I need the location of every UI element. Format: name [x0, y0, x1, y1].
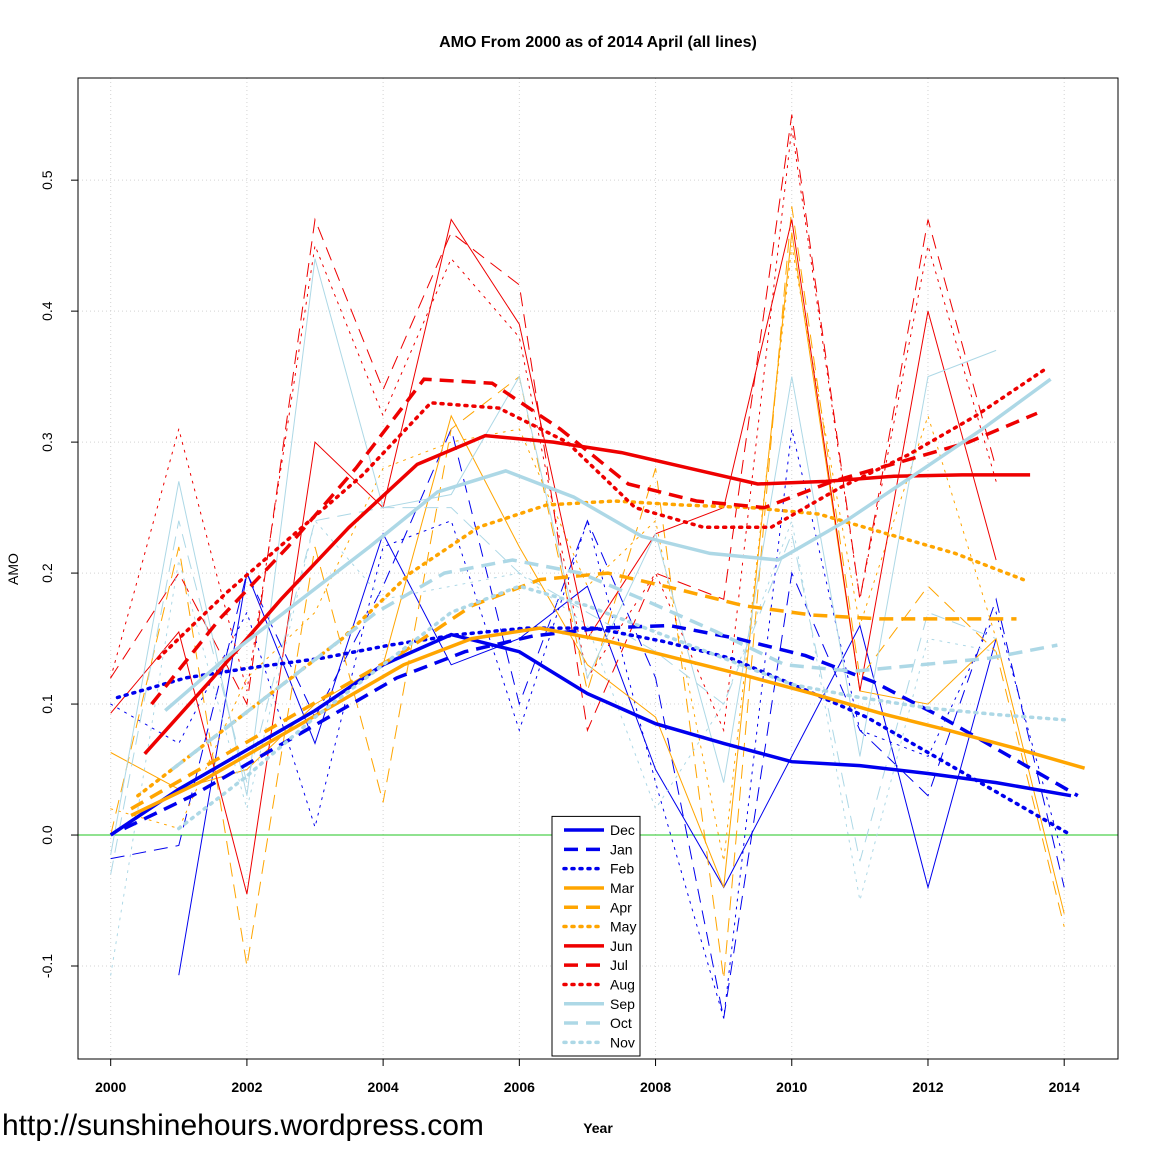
legend-label: Feb — [610, 861, 634, 877]
x-tick-label: 2004 — [368, 1079, 399, 1095]
plot-frame — [77, 77, 1119, 1060]
x-tick-label: 2012 — [912, 1079, 943, 1095]
legend-label: Dec — [610, 822, 635, 838]
x-axis-label: Year — [583, 1120, 613, 1136]
y-tick-label: 0.1 — [39, 694, 55, 714]
legend-label: Apr — [610, 899, 632, 915]
monthly-line — [110, 507, 997, 875]
legend-label: Sep — [610, 996, 635, 1012]
legend-label: Jul — [610, 957, 628, 973]
trend-line — [143, 433, 1031, 755]
trend-line — [130, 626, 1086, 817]
chart-title: AMO From 2000 as of 2014 April (all line… — [439, 34, 757, 51]
monthly-line — [110, 218, 997, 895]
y-axis-label: AMO — [5, 553, 21, 585]
legend-label: Nov — [610, 1034, 635, 1050]
trend-line — [156, 368, 1046, 660]
x-tick-label: 2000 — [95, 1079, 126, 1095]
monthly-line — [110, 428, 1065, 1019]
trend-line — [177, 584, 1066, 831]
trend-line — [150, 377, 1038, 706]
legend-box — [551, 815, 641, 1057]
x-tick-label: 2002 — [231, 1079, 262, 1095]
x-tick-label: 2010 — [776, 1079, 807, 1095]
legend-label: Oct — [610, 1015, 632, 1031]
legend-label: Mar — [610, 880, 634, 896]
legend-label: Jun — [610, 938, 633, 954]
trend-line — [170, 558, 1058, 771]
y-tick-label: 0.3 — [39, 432, 55, 452]
legend-label: Aug — [610, 976, 635, 992]
x-tick-label: 2006 — [504, 1079, 535, 1095]
monthly-line — [110, 258, 997, 855]
monthly-line — [110, 245, 997, 862]
trend-line — [130, 571, 1017, 811]
trend-line — [115, 626, 1073, 837]
monthly-line — [110, 206, 1065, 980]
trend-line — [109, 632, 1072, 837]
trend-line — [164, 377, 1052, 712]
legend-label: Jan — [610, 841, 633, 857]
legend-label: May — [610, 919, 636, 935]
y-tick-label: 0.2 — [39, 563, 55, 583]
y-tick-label: 0.5 — [39, 170, 55, 190]
x-tick-label: 2014 — [1049, 1079, 1080, 1095]
watermark: http://sunshinehours.wordpress.com — [2, 1109, 484, 1142]
monthly-line — [178, 532, 997, 976]
y-tick-label: -0.1 — [39, 954, 55, 978]
monthly-line — [110, 427, 1065, 1019]
x-tick-label: 2008 — [640, 1079, 671, 1095]
y-tick-label: 0.4 — [39, 301, 55, 321]
monthly-line — [110, 518, 997, 976]
y-tick-label: 0.0 — [39, 825, 55, 845]
